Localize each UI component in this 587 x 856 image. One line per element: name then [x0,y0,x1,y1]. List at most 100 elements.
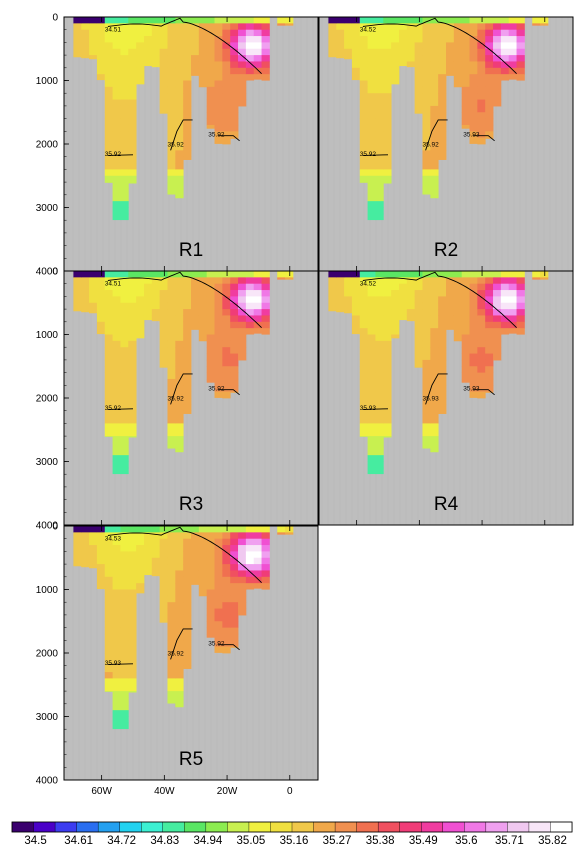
salinity-cell [73,296,82,304]
salinity-cell [367,55,376,62]
salinity-cell [461,17,470,24]
salinity-cell [120,201,129,208]
salinity-cell [96,321,106,329]
salinity-cell [222,137,231,145]
salinity-cell [151,302,161,310]
salinity-cell [375,353,384,361]
salinity-cell [461,80,470,88]
salinity-cell [191,23,200,31]
salinity-cell [198,283,208,291]
salinity-cell [183,290,192,297]
salinity-cell [500,23,510,31]
salinity-cell [477,17,486,24]
salinity-cell [230,538,239,546]
salinity-cell [383,385,392,393]
salinity-cell [222,321,231,329]
salinity-cell [414,347,423,354]
salinity-cell [285,526,294,533]
salinity-cell [238,353,247,361]
salinity-cell [112,169,121,177]
salinity-cell [230,595,239,603]
salinity-cell [359,169,369,177]
salinity-cell [367,398,376,405]
salinity-cell [540,277,549,280]
salinity-cells [328,271,549,475]
salinity-cell [375,188,384,196]
salinity-cell [453,23,463,31]
colorbar-label: 34.61 [64,835,93,847]
salinity-cell [383,99,392,107]
salinity-cell [120,55,129,62]
salinity-cell [430,436,439,443]
salinity-cell [191,315,200,323]
salinity-cell [96,283,106,291]
salinity-cell [422,302,431,310]
salinity-cell [351,309,361,316]
salinity-cell [183,621,192,628]
salinity-cell [222,347,231,354]
salinity-cell [422,423,431,431]
salinity-cell [159,353,168,361]
salinity-cell [422,340,431,348]
colorbar-swatch [33,821,56,833]
salinity-cell [245,570,255,578]
salinity-cell [516,277,525,285]
salinity-cell [128,315,137,323]
salinity-cell [73,55,82,58]
salinity-cell [351,277,361,285]
salinity-cell [253,321,262,329]
salinity-cell [159,309,168,316]
salinity-cell [104,576,114,584]
salinity-cell [214,545,223,552]
salinity-cell [167,391,176,399]
salinity-cell [81,551,90,559]
salinity-cell [422,163,431,170]
salinity-cell [438,137,447,145]
salinity-cell [136,526,145,533]
colorbar-swatch [377,821,401,833]
salinity-cell [104,653,114,660]
salinity-cell [128,131,137,139]
salinity-cell [238,532,247,540]
colorbar-swatch [119,821,142,833]
salinity-cell [461,55,470,62]
salinity-cell [214,290,223,297]
salinity-cell [367,48,376,56]
salinity-cell [391,334,400,339]
salinity-cell [438,144,447,151]
salinity-cell [151,296,161,304]
salinity-cell [430,55,439,62]
salinity-cell [422,188,431,195]
salinity-cell [253,290,262,297]
salinity-cell [136,570,145,578]
salinity-cell [222,29,231,37]
y-tick-label: 4000 [36,776,59,787]
salinity-cell [430,48,439,56]
salinity-cell [367,290,376,297]
salinity-cell [375,442,384,450]
salinity-cell [136,277,145,285]
salinity-cell [367,175,376,183]
salinity-cell [104,366,114,373]
salinity-cell [230,532,239,540]
x-axis: 60W 40W 20W 0 [91,526,293,797]
salinity-cell [453,74,463,81]
salinity-cell [120,378,129,386]
salinity-cell [359,99,369,107]
salinity-cell [191,538,200,546]
salinity-cell [261,48,270,56]
salinity-cell [430,347,439,354]
salinity-cell [516,36,525,43]
salinity-cell [375,23,384,31]
salinity-cell [214,640,223,648]
y-tick-label: 4000 [36,521,59,532]
salinity-cell [120,23,129,31]
salinity-cell [367,378,376,386]
salinity-cell [422,17,431,24]
salinity-cell [112,583,121,590]
y-tick-label: 2000 [36,140,59,151]
salinity-cell [104,93,114,100]
salinity-cell [104,118,114,126]
salinity-cell [375,86,384,94]
salinity-cell [214,353,223,361]
